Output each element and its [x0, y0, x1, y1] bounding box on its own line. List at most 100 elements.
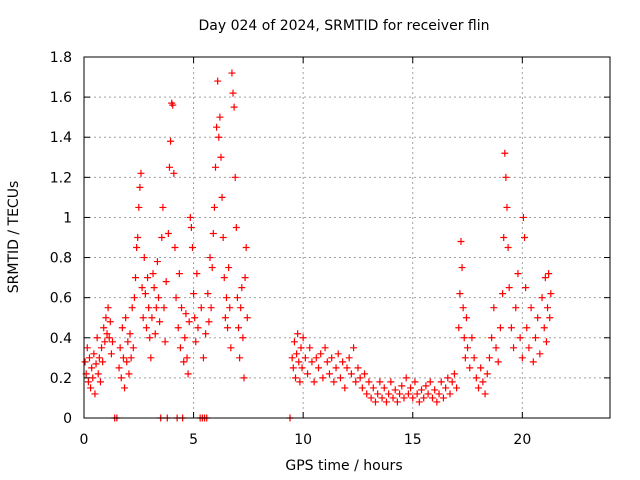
data-point — [235, 324, 243, 332]
data-point — [128, 304, 136, 312]
data-point — [221, 314, 229, 322]
data-point — [210, 203, 218, 211]
data-point — [459, 304, 467, 312]
data-point — [147, 354, 155, 362]
data-point — [225, 264, 233, 272]
data-point — [169, 101, 177, 109]
data-point — [107, 350, 115, 358]
data-point — [219, 234, 227, 241]
data-point — [102, 314, 110, 322]
data-point — [242, 244, 250, 252]
x-tick-label: 15 — [404, 432, 422, 448]
data-point — [418, 386, 426, 394]
data-point — [222, 294, 230, 302]
data-point — [224, 324, 232, 332]
data-point — [170, 169, 178, 177]
data-point — [165, 163, 173, 171]
data-point — [525, 344, 533, 352]
data-point — [187, 223, 195, 231]
y-tick-label: 1.6 — [50, 90, 72, 106]
data-point — [153, 258, 161, 266]
data-point — [541, 274, 549, 282]
data-point — [507, 324, 515, 332]
y-tick-label: 1.2 — [50, 170, 72, 186]
data-point — [184, 370, 192, 378]
x-tick-label: 5 — [189, 432, 198, 448]
data-point — [208, 264, 216, 272]
data-point — [374, 390, 382, 398]
data-point — [538, 294, 546, 302]
data-point — [298, 364, 306, 372]
data-point — [504, 244, 512, 252]
data-point — [382, 398, 390, 406]
data-point — [332, 364, 340, 372]
data-point — [229, 89, 237, 97]
data-point — [296, 378, 304, 386]
data-point — [319, 374, 327, 382]
data-point — [398, 382, 406, 390]
data-point — [91, 390, 99, 398]
data-point — [460, 334, 468, 342]
data-point — [176, 344, 184, 352]
data-point — [206, 254, 214, 262]
data-point — [183, 354, 191, 362]
data-point — [462, 314, 470, 322]
data-point — [214, 77, 222, 85]
data-point — [325, 370, 333, 378]
data-point — [477, 364, 485, 372]
data-point — [547, 290, 555, 298]
data-point — [516, 334, 524, 342]
data-point — [415, 398, 423, 406]
data-point — [140, 254, 148, 262]
data-point — [519, 213, 527, 221]
data-point — [89, 374, 97, 382]
data-point — [367, 394, 375, 402]
data-point — [199, 354, 207, 362]
data-point — [380, 384, 388, 392]
data-point — [233, 294, 241, 302]
data-point — [240, 374, 248, 382]
data-point — [152, 304, 160, 312]
data-point — [330, 378, 338, 386]
data-point — [501, 149, 509, 157]
data-point — [139, 314, 147, 322]
data-point — [323, 358, 331, 366]
data-point — [105, 334, 113, 342]
data-point — [529, 358, 537, 366]
data-point — [142, 324, 150, 332]
data-point — [124, 338, 132, 346]
data-point — [99, 358, 107, 366]
data-point — [536, 350, 544, 358]
data-point — [122, 314, 130, 322]
data-point — [522, 284, 530, 292]
data-point — [356, 374, 364, 382]
data-point — [442, 384, 450, 392]
x-axis-label: GPS time / hours — [285, 458, 402, 474]
data-point — [129, 344, 137, 352]
data-point — [334, 350, 342, 358]
data-point — [117, 374, 125, 382]
data-point — [226, 304, 234, 312]
data-point — [446, 390, 454, 398]
data-point — [115, 364, 123, 372]
data-point — [448, 378, 456, 386]
data-point — [456, 290, 464, 298]
data-point — [204, 290, 212, 298]
axis-ticks: 0 0.2 0.4 0.6 0.8 1 1.2 1.4 1.6 1.8 0 5 10 15 20 — [50, 50, 610, 448]
data-point — [207, 304, 215, 312]
data-point — [387, 378, 395, 386]
data-point — [83, 344, 91, 352]
y-axis-label: SRMTID / TECUs — [6, 181, 22, 294]
data-point — [175, 270, 183, 278]
data-point — [521, 234, 529, 241]
data-point — [123, 358, 131, 366]
data-point — [96, 378, 104, 386]
data-point — [167, 137, 175, 145]
data-point — [205, 318, 213, 326]
x-tick-label: 10 — [294, 432, 312, 448]
data-point — [352, 378, 360, 386]
data-point — [407, 384, 415, 392]
data-point — [288, 354, 296, 362]
data-point — [336, 374, 344, 382]
data-point — [369, 384, 377, 392]
